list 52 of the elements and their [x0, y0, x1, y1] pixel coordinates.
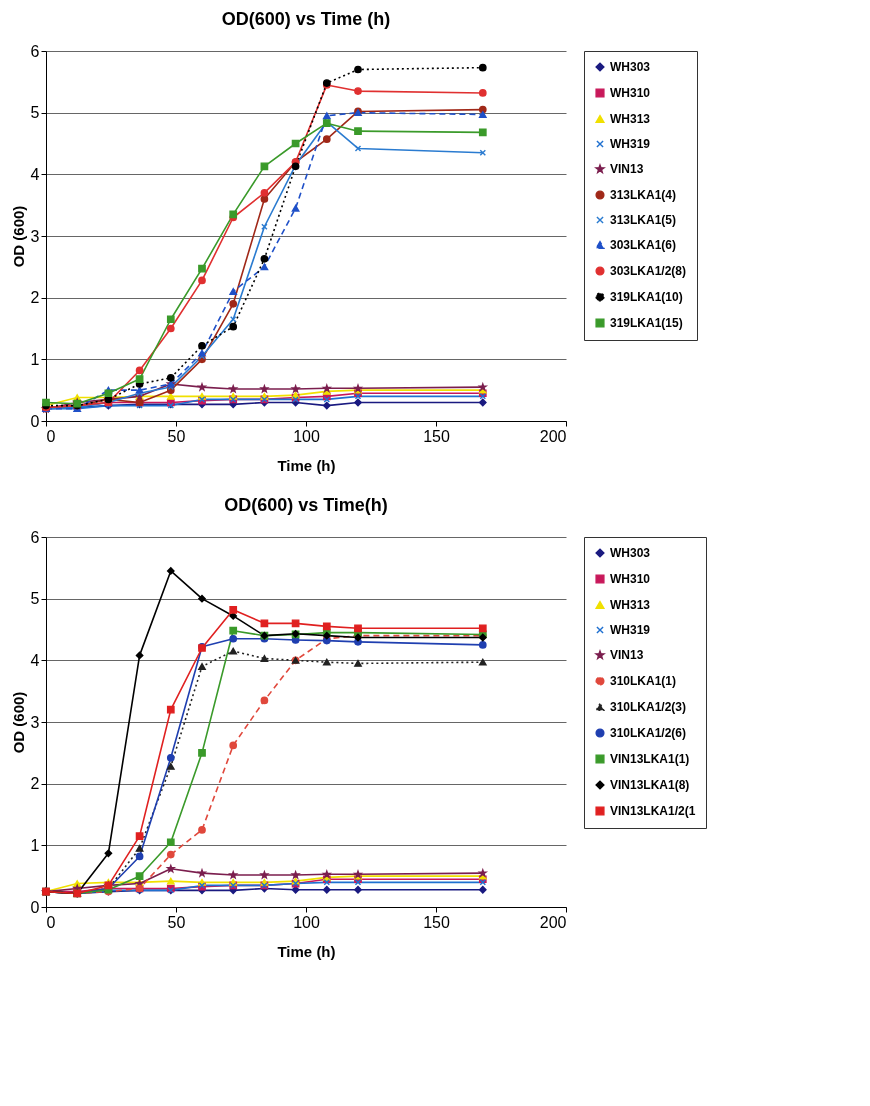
legend-label: 313LKA1(4) [610, 188, 677, 202]
y-tick-label: 3 [30, 713, 40, 731]
y-tick-label: 1 [30, 350, 40, 368]
y-tick-label: 3 [30, 227, 40, 245]
y-tick-label: 2 [30, 775, 40, 793]
x-tick-label: 150 [423, 427, 450, 445]
x-tick-label: 200 [539, 427, 567, 445]
x-tick-label: 0 [46, 427, 56, 445]
legend-label: WH303 [610, 60, 651, 74]
legend-label: VIN13 [610, 162, 644, 176]
legend-label: 319LKA1(15) [610, 316, 683, 330]
x-tick-label: 0 [46, 913, 56, 931]
legend-label: VIN13 [610, 648, 644, 662]
y-axis-title: OD (600) [9, 205, 27, 268]
x-tick-label: 200 [539, 913, 567, 931]
legend-label: WH310 [610, 572, 651, 586]
legend-label: WH313 [610, 112, 651, 126]
x-tick-label: 150 [423, 913, 450, 931]
chart-title: OD(600) vs Time (h) [221, 9, 391, 29]
legend-label: VIN13LKA1/2(1 [610, 804, 696, 818]
x-tick-label: 100 [293, 427, 320, 445]
legend-label: 310LKA1(1) [610, 674, 677, 688]
x-tick-label: 50 [167, 427, 186, 445]
y-tick-label: 5 [30, 590, 40, 608]
y-tick-label: 1 [30, 836, 40, 854]
y-tick-label: 2 [30, 289, 40, 307]
legend-label: WH310 [610, 86, 651, 100]
chart-title: OD(600) vs Time(h) [224, 495, 388, 515]
legend-label: VIN13LKA1(1) [610, 752, 690, 766]
legend-label: 303LKA1(6) [610, 238, 677, 252]
y-tick-label: 4 [30, 651, 40, 669]
x-tick-label: 100 [293, 913, 320, 931]
legend-label: 303LKA1/2(8) [610, 264, 687, 278]
legend-label: WH313 [610, 598, 651, 612]
legend-label: 310LKA1/2(3) [610, 700, 687, 714]
legend-label: WH319 [610, 137, 651, 151]
y-tick-label: 0 [30, 898, 40, 916]
y-tick-label: 0 [30, 412, 40, 430]
legend-label: 319LKA1(10) [610, 290, 683, 304]
y-tick-label: 6 [30, 528, 40, 546]
legend-label: WH303 [610, 546, 651, 560]
x-tick-label: 50 [167, 913, 186, 931]
legend-label: VIN13LKA1(8) [610, 778, 690, 792]
y-tick-label: 4 [30, 165, 40, 183]
y-tick-label: 6 [30, 42, 40, 60]
legend-label: 313LKA1(5) [610, 213, 677, 227]
y-tick-label: 5 [30, 104, 40, 122]
y-axis-title: OD (600) [9, 691, 27, 754]
x-axis-title: Time (h) [277, 456, 336, 474]
legend-label: 310LKA1/2(6) [610, 726, 687, 740]
x-axis-title: Time (h) [277, 942, 336, 960]
legend-label: WH319 [610, 623, 651, 637]
